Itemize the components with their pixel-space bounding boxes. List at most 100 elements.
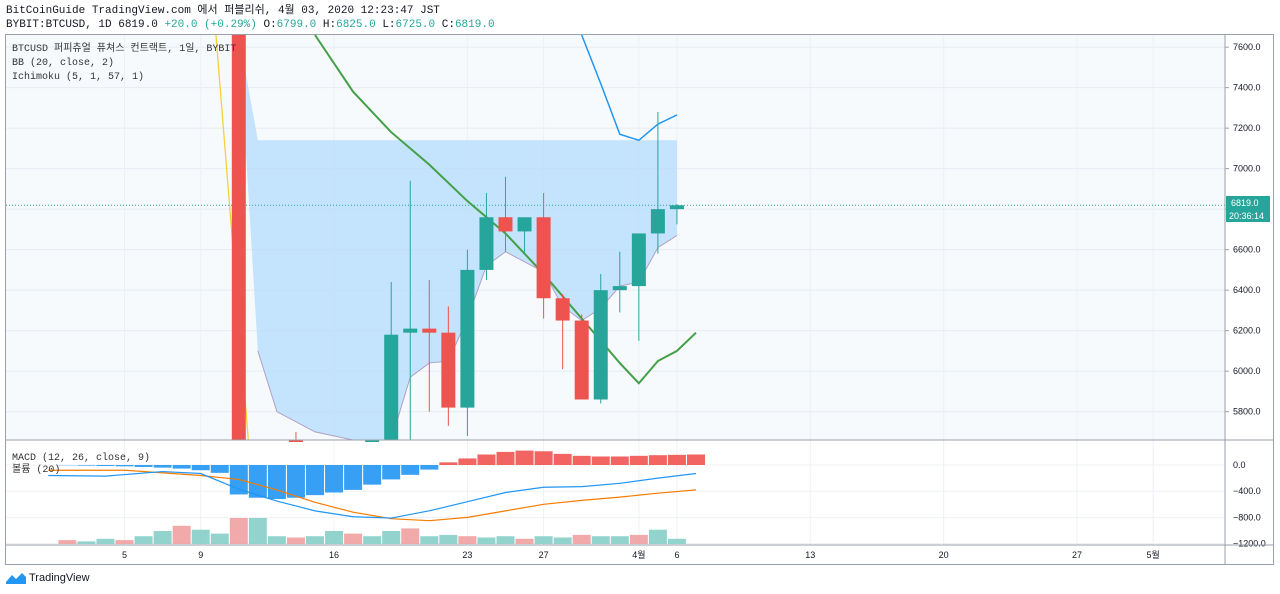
- price-tick-label: 6200.0: [1233, 326, 1261, 336]
- macd-tick-label: 0.0: [1233, 460, 1246, 470]
- candle-body[interactable]: [517, 217, 532, 232]
- candle-body[interactable]: [650, 209, 665, 234]
- candle-body[interactable]: [574, 320, 589, 400]
- price-tick-label: 7000.0: [1233, 164, 1261, 174]
- price-tick-label: 7200.0: [1233, 123, 1261, 133]
- open-value: 6799.0: [276, 19, 317, 31]
- tradingview-icon: [6, 573, 26, 584]
- candle-body[interactable]: [536, 217, 551, 299]
- chart-title: BTCUSD 퍼피츄얼 퓨쳐스 컨트랙트, 1일, BYBIT: [12, 42, 236, 55]
- volume-bar: [553, 537, 572, 544]
- chart-frame: [5, 34, 1274, 565]
- brand-text: TradingView: [29, 572, 90, 584]
- candle-body[interactable]: [631, 233, 646, 287]
- ichimoku-legend[interactable]: Ichimoku (5, 1, 57, 1): [12, 71, 144, 83]
- macd-histogram-bar: [648, 455, 667, 465]
- price-tick-label: 5800.0: [1233, 407, 1261, 417]
- bb-upper-line: [581, 34, 678, 142]
- volume-bar: [610, 536, 629, 544]
- macd-histogram-bar: [267, 465, 286, 500]
- volume-legend[interactable]: 볼륨 (20): [12, 463, 60, 476]
- macd-histogram-bar: [629, 455, 648, 465]
- candle-body[interactable]: [612, 286, 627, 291]
- macd-legend[interactable]: MACD (12, 26, close, 9): [12, 452, 150, 464]
- ohlc-legend: BYBIT:BTCUSD, 1D 6819.0 +20.0 (+0.29%) O…: [6, 19, 495, 32]
- candle-body[interactable]: [365, 440, 380, 442]
- macd-histogram-bar: [591, 456, 610, 465]
- macd-histogram-bar: [153, 465, 172, 468]
- macd-histogram-bar: [610, 456, 629, 465]
- candle-body[interactable]: [441, 332, 456, 408]
- time-tick-label: 5: [122, 550, 127, 560]
- candle-body[interactable]: [384, 334, 399, 440]
- close-label: C:: [441, 19, 455, 31]
- change-value: +20.0 (+0.29%): [164, 19, 257, 31]
- macd-histogram-bar: [458, 458, 477, 465]
- open-label: O:: [263, 19, 277, 31]
- volume-bar: [591, 536, 610, 544]
- volume-bar: [496, 536, 515, 544]
- macd-line: [48, 470, 697, 519]
- price-tick-label: 7400.0: [1233, 83, 1261, 93]
- macd-histogram-bar: [667, 454, 686, 465]
- volume-bar: [172, 525, 191, 544]
- macd-histogram-bar: [325, 465, 344, 493]
- candle-body[interactable]: [403, 328, 418, 333]
- low-label: L:: [382, 19, 396, 31]
- macd-histogram-bar: [134, 465, 153, 467]
- volume-bar: [325, 531, 344, 544]
- macd-histogram-bar: [248, 465, 267, 498]
- volume-bar: [382, 531, 401, 544]
- candle-body[interactable]: [555, 298, 570, 321]
- macd-histogram-bar: [439, 462, 458, 465]
- time-tick-label: 13: [805, 550, 815, 560]
- candle-body[interactable]: [288, 440, 303, 442]
- candle-body[interactable]: [498, 217, 513, 232]
- macd-histogram-bar: [286, 465, 305, 498]
- volume-bar: [267, 536, 286, 544]
- candle-body[interactable]: [231, 35, 246, 440]
- volume-bar: [344, 533, 363, 544]
- volume-bar: [286, 537, 305, 544]
- volume-bar: [572, 534, 591, 544]
- macd-histogram-bar: [534, 451, 553, 465]
- volume-bar: [629, 534, 648, 544]
- time-tick-label: 27: [1072, 550, 1082, 560]
- tradingview-logo[interactable]: TradingView: [6, 572, 90, 584]
- macd-histogram-bar: [96, 465, 115, 466]
- countdown: 20:36:14: [1229, 211, 1264, 221]
- low-value: 6725.0: [395, 19, 436, 31]
- volume-bar: [153, 531, 172, 544]
- candle-body[interactable]: [460, 269, 475, 408]
- bb-legend[interactable]: BB (20, close, 2): [12, 57, 114, 69]
- macd-histogram-bar: [172, 465, 191, 469]
- volume-bar: [667, 538, 686, 544]
- volume-bar: [363, 536, 382, 544]
- time-tick-label: 9: [198, 550, 203, 560]
- volume-bar: [458, 536, 477, 544]
- time-tick-label: 27: [539, 550, 549, 560]
- macd-histogram-bar: [191, 465, 210, 471]
- high-value: 6825.0: [336, 19, 376, 31]
- macd-tick-label: −400.0: [1233, 486, 1261, 496]
- close-value: 6819.0: [454, 19, 495, 31]
- candle-body[interactable]: [422, 328, 437, 333]
- macd-histogram-bar: [306, 465, 324, 496]
- candles: [231, 35, 684, 442]
- price-tag: 6819.0 20:36:14: [1226, 196, 1270, 222]
- macd-histogram-bar: [572, 455, 591, 465]
- volume-bar: [648, 529, 667, 544]
- candle-body[interactable]: [669, 205, 684, 210]
- volume-bar: [439, 534, 458, 544]
- time-tick-label: 5월: [1147, 549, 1160, 560]
- price-tick-label: 6000.0: [1233, 366, 1261, 376]
- macd-histogram-bar: [77, 465, 96, 466]
- price-tick-label: 6600.0: [1233, 245, 1261, 255]
- price-tick-label: 7600.0: [1233, 42, 1261, 52]
- volume-bar: [134, 536, 153, 544]
- macd-tick-label: −800.0: [1233, 512, 1261, 522]
- volume-bar: [306, 536, 324, 544]
- candle-body[interactable]: [479, 217, 494, 270]
- candle-body[interactable]: [593, 290, 608, 400]
